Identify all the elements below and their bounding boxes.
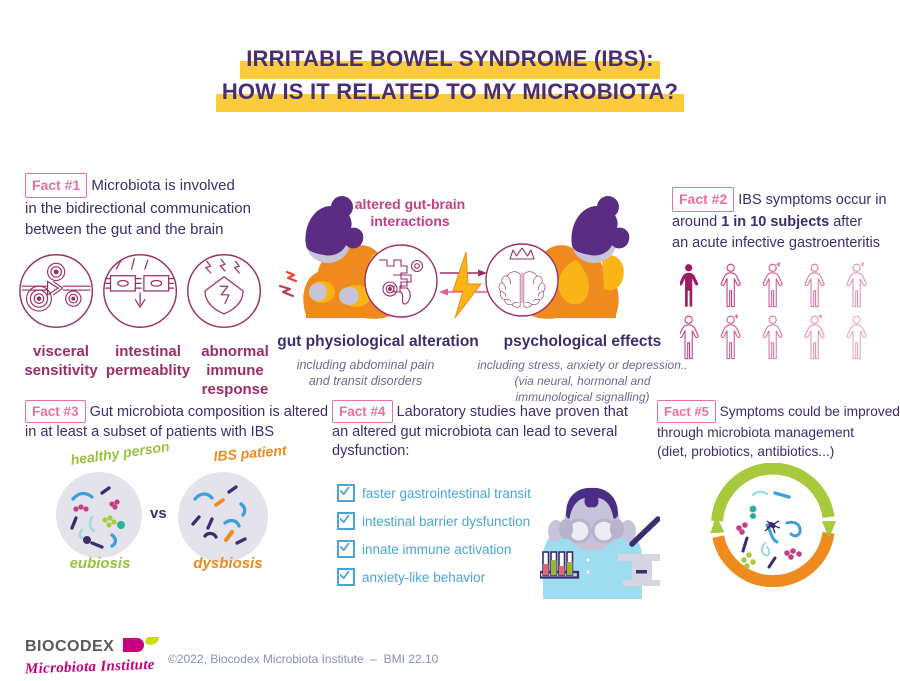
svg-text:BIOCODEX: BIOCODEX — [25, 638, 114, 655]
